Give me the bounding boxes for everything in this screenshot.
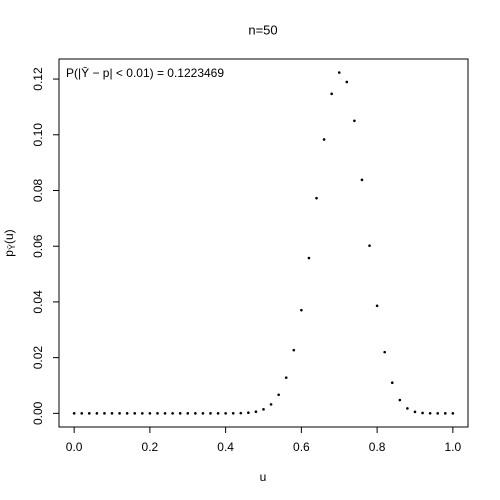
x-tick-label: 0.4	[217, 440, 234, 454]
point	[353, 119, 356, 123]
point	[171, 412, 174, 415]
point	[368, 244, 371, 247]
y-tick-label: 0.02	[31, 346, 45, 370]
point	[125, 412, 129, 415]
y-label-main: p	[2, 250, 16, 257]
point	[277, 393, 280, 397]
point	[300, 308, 303, 312]
point	[178, 412, 182, 415]
y-tick-label: 0.12	[31, 67, 45, 91]
point	[95, 412, 99, 415]
point	[315, 196, 318, 200]
point	[428, 411, 432, 415]
y-tick-label: 0.10	[31, 123, 45, 147]
point	[133, 412, 137, 415]
point	[375, 304, 379, 308]
point	[209, 412, 212, 415]
y-axis-label: pȲ(u)	[2, 229, 17, 256]
x-axis-label: u	[260, 470, 267, 484]
y-tick-label: 0.08	[31, 178, 45, 202]
point	[330, 92, 333, 96]
point	[148, 412, 152, 415]
point	[398, 398, 402, 402]
chart-title: n=50	[248, 22, 277, 37]
point	[231, 411, 235, 415]
annotation: P(|Ȳ − p| < 0.01) = 0.1223469	[66, 66, 224, 80]
point	[337, 71, 341, 74]
point	[224, 412, 227, 415]
point	[262, 408, 265, 411]
point	[80, 412, 84, 415]
point	[216, 412, 220, 415]
point	[194, 412, 197, 415]
point	[247, 411, 250, 415]
point	[110, 412, 114, 415]
x-tick-label: 0.6	[293, 440, 310, 454]
point	[284, 376, 288, 379]
y-label-rest: (u)	[2, 229, 16, 244]
point	[103, 412, 106, 415]
y-tick-label: 0.04	[31, 290, 45, 314]
point	[87, 412, 91, 415]
point	[322, 138, 326, 141]
y-tick-label: 0.06	[31, 234, 45, 258]
point	[201, 412, 205, 415]
point	[383, 350, 386, 354]
point	[239, 411, 243, 415]
point	[390, 381, 394, 385]
x-tick-label: 0.0	[66, 440, 83, 454]
point	[345, 80, 349, 84]
point	[269, 403, 273, 406]
point	[443, 412, 447, 415]
point	[118, 412, 121, 415]
point	[421, 411, 424, 415]
point	[186, 412, 190, 415]
x-tick-label: 0.8	[369, 440, 386, 454]
point	[163, 412, 167, 415]
point	[360, 178, 364, 182]
point	[451, 412, 455, 415]
point	[292, 348, 296, 352]
point	[72, 412, 76, 415]
y-label-sub: Ȳ	[7, 244, 17, 250]
point	[141, 412, 144, 415]
point	[254, 410, 258, 414]
point	[307, 256, 311, 260]
point	[406, 407, 409, 410]
x-tick-label: 0.2	[142, 440, 159, 454]
x-tick-label: 1.0	[445, 440, 462, 454]
point	[156, 412, 159, 415]
y-tick-label: 0.00	[31, 401, 45, 425]
point	[413, 410, 417, 414]
point	[436, 412, 440, 415]
